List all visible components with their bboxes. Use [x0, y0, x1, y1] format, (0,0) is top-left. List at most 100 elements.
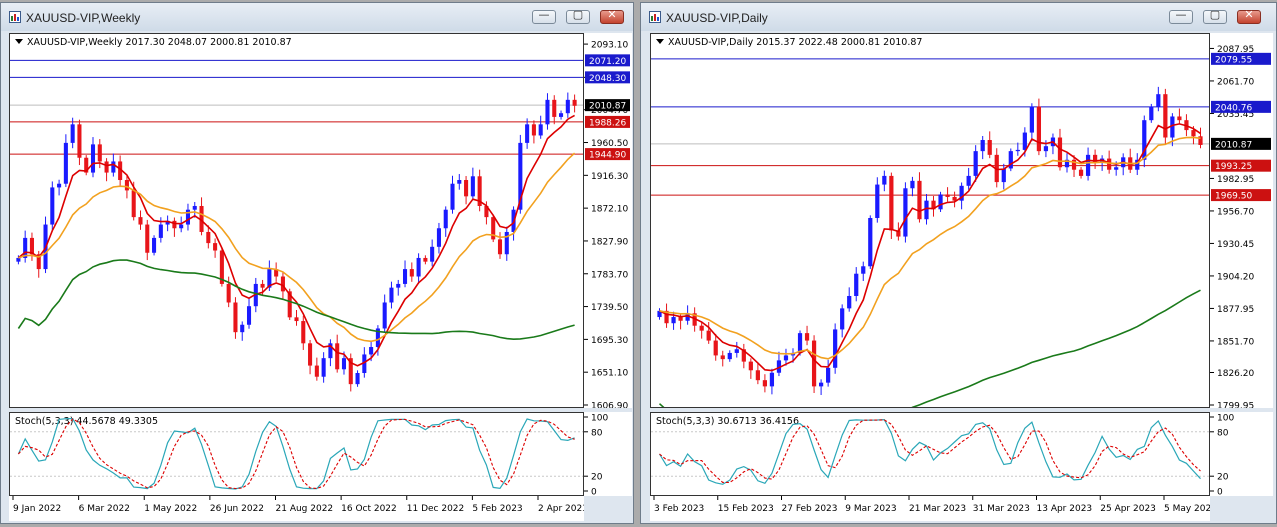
stochastic-axis-labels: 100 80 20 0	[584, 414, 608, 498]
chart-window-icon	[9, 11, 21, 23]
price-tick-label: 1916.30	[591, 172, 628, 182]
candle-body	[90, 144, 96, 173]
candle-body	[321, 358, 326, 377]
window-titlebar[interactable]: XAUUSD-VIP,Weekly — ▢ ✕	[1, 3, 633, 31]
price-tick-label: 1783.70	[591, 270, 628, 280]
price-tick-label: 1826.20	[1217, 369, 1254, 379]
chart-window-icon	[649, 11, 661, 23]
stochastic-panel[interactable]: Stoch(5,3,3) 44.5678 49.3305	[9, 412, 584, 496]
candle-body	[287, 291, 292, 318]
chart-legend: XAUUSD-VIP,Weekly 2017.30 2048.07 2000.8…	[15, 37, 292, 48]
candle-body	[531, 124, 536, 136]
candle-body	[847, 295, 852, 309]
price-marker-label: 2079.55	[1215, 55, 1252, 65]
candle-body	[727, 352, 732, 360]
candle-body	[1043, 146, 1049, 152]
maximize-button[interactable]: ▢	[566, 8, 590, 24]
candle-body	[699, 325, 704, 331]
time-axis[interactable]: 9 Jan 2022 6 Mar 2022 1 May 2022 26 Jun 202…	[9, 496, 588, 521]
stochastic-plot	[651, 418, 1209, 485]
candle-body	[818, 382, 824, 387]
candle-body	[341, 358, 347, 370]
candle-body	[769, 372, 775, 387]
candle-body	[671, 317, 676, 324]
candle-body	[1177, 116, 1182, 121]
window-titlebar[interactable]: XAUUSD-VIP,Daily — ▢ ✕	[641, 3, 1276, 31]
time-tick-label: 5 May 2023	[1164, 504, 1210, 514]
price-marker-label: 2010.87	[1215, 140, 1252, 150]
price-chart-area[interactable]: XAUUSD-VIP,Daily 2015.37 2022.48 2000.81…	[650, 33, 1210, 408]
candle-body	[720, 355, 725, 360]
maximize-button[interactable]: ▢	[1203, 8, 1227, 24]
stochastic-tick-label: 0	[591, 488, 597, 497]
candle-body	[657, 310, 662, 318]
stochastic-legend: Stoch(5,3,3) 44.5678 49.3305	[15, 416, 159, 427]
stochastic-legend: Stoch(5,3,3) 30.6713 36.4156	[656, 416, 800, 427]
chart-legend: XAUUSD-VIP,Daily 2015.37 2022.48 2000.81…	[656, 37, 922, 48]
candle-body	[70, 124, 75, 143]
price-axis[interactable]: 2087.95 2061.70 2035.45 1982.95 1956.70 1930.…	[1210, 33, 1273, 412]
candle-body	[443, 209, 448, 229]
price-tick-label: 1827.90	[591, 237, 628, 247]
candle-body	[497, 239, 503, 255]
candle-body	[267, 269, 272, 288]
stochastic-signal-line	[17, 418, 575, 490]
minimize-button[interactable]: —	[1169, 8, 1193, 24]
candle-body	[1198, 136, 1203, 145]
candle-body	[260, 283, 265, 288]
candle-body	[826, 367, 831, 383]
time-tick-label: 27 Feb 2023	[782, 504, 838, 514]
candle-body	[664, 310, 669, 324]
candle-body	[1163, 94, 1168, 138]
candle-body	[77, 124, 82, 158]
candle-body	[706, 330, 711, 341]
candle-body	[748, 361, 753, 371]
close-button[interactable]: ✕	[600, 8, 624, 24]
candle-body	[111, 161, 116, 173]
stochastic-panel[interactable]: Stoch(5,3,3) 30.6713 36.4156	[650, 412, 1210, 496]
candle-body	[678, 317, 683, 321]
minimize-button[interactable]: —	[532, 8, 556, 24]
candle-body	[917, 180, 922, 220]
price-axis[interactable]: 2093.10 2048.30 2004.70 1960.50 1916.30 1872.…	[584, 33, 632, 412]
close-button[interactable]: ✕	[1237, 8, 1261, 24]
candle-body	[430, 246, 435, 262]
candle-body	[219, 250, 224, 284]
price-tick-label: 1877.95	[1217, 305, 1254, 315]
candle-body	[713, 340, 718, 356]
price-tick-label: 1606.90	[591, 402, 628, 409]
price-tick-label: 2087.95	[1217, 45, 1254, 55]
chart-window-daily[interactable]: XAUUSD-VIP,Daily — ▢ ✕ XAUUSD-VIP,Daily …	[640, 2, 1277, 524]
price-chart-area[interactable]: XAUUSD-VIP,Weekly 2017.30 2048.07 2000.8…	[9, 33, 584, 408]
time-axis[interactable]: 3 Feb 2023 15 Feb 2023 27 Feb 2023 9 Mar 20…	[650, 496, 1217, 521]
price-marker-label: 2010.87	[589, 102, 626, 112]
candle-body	[966, 175, 971, 186]
candle-body	[362, 354, 367, 374]
candle-body	[572, 99, 577, 106]
candle-body	[450, 183, 455, 210]
chart-window-weekly[interactable]: XAUUSD-VIP,Weekly — ▢ ✕ XAUUSD-VIP,Weekl…	[0, 2, 634, 524]
stochastic-axis-labels: 100 80 20 0	[1210, 414, 1234, 498]
candle-body	[308, 343, 313, 366]
candle-body	[145, 224, 150, 253]
close-icon: ✕	[1244, 8, 1254, 21]
time-tick-label: 1 May 2022	[144, 504, 197, 514]
candle-body	[389, 287, 394, 303]
price-tick-label: 1956.70	[1217, 207, 1254, 217]
candle-body	[104, 161, 109, 173]
price-marker	[585, 71, 630, 84]
window-title: XAUUSD-VIP,Daily	[666, 11, 768, 25]
close-icon: ✕	[607, 8, 617, 21]
candle-body	[973, 151, 978, 176]
candle-body	[280, 276, 285, 292]
price-marker-label: 1969.50	[1215, 192, 1252, 202]
candle-body	[1156, 94, 1161, 107]
price-axis-labels: 2093.10 2048.30 2004.70 1960.50 1916.30 1872.…	[584, 41, 630, 412]
price-marker	[1211, 137, 1271, 150]
price-tick-label: 1930.45	[1217, 240, 1254, 250]
candle-body	[396, 283, 401, 288]
time-tick-label: 2 Apr 2023	[538, 504, 584, 514]
candle-body	[192, 205, 197, 210]
price-marker	[1211, 100, 1271, 113]
stochastic-tick-label: 20	[591, 473, 603, 483]
